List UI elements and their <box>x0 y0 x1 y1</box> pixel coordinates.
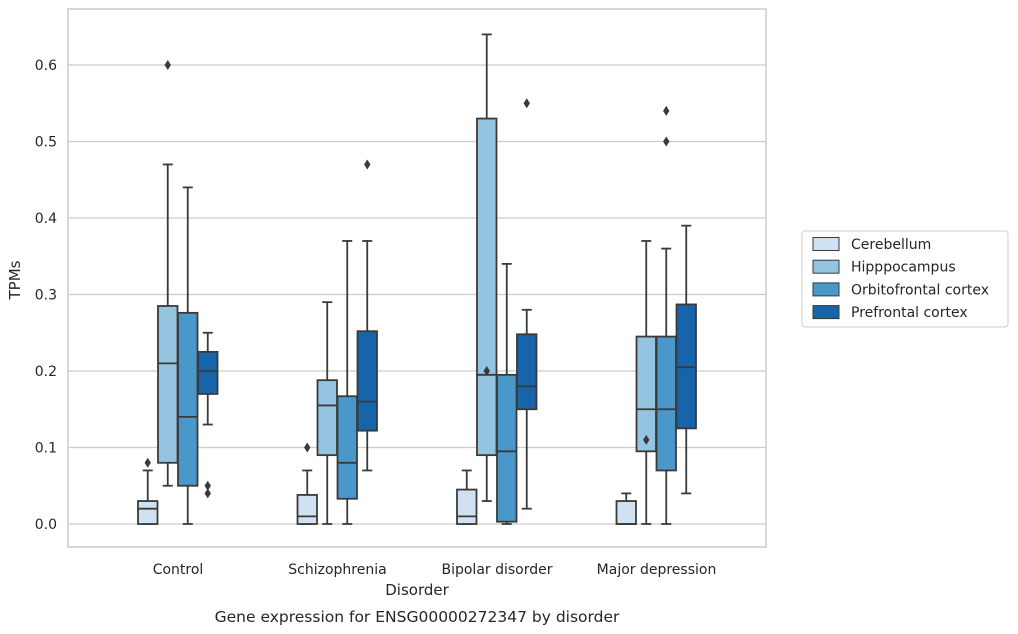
y-tick-label: 0.5 <box>35 135 57 151</box>
box-body <box>496 373 518 523</box>
outlier-point <box>304 442 311 453</box>
x-tick-labels: Control Schizophrenia Bipolar disorder Majo… <box>153 562 717 578</box>
y-tick-label: 0.6 <box>35 58 57 74</box>
box-hipppocampus <box>157 163 179 487</box>
x-tick-label: Bipolar disorder <box>441 562 552 578</box>
box-cerebellum <box>137 469 159 525</box>
box-hipppocampus <box>316 301 338 525</box>
legend-frame <box>801 230 1009 328</box>
x-tick-label: Major depression <box>597 562 717 578</box>
outlier-point <box>204 488 211 499</box>
outlier-point <box>663 105 670 116</box>
box-body <box>316 379 338 457</box>
box-body <box>356 330 378 432</box>
box-prefrontal-cortex <box>197 331 219 426</box>
chart-caption: Gene expression for ENSG00000272347 by d… <box>215 608 620 626</box>
box-body <box>137 500 159 525</box>
box-body <box>635 335 657 453</box>
legend-label: Hipppocampus <box>851 260 956 276</box>
box-body <box>516 333 538 411</box>
box-orbitofrontal-cortex <box>655 247 677 525</box>
legend-swatch <box>812 259 840 274</box>
box-body <box>197 350 219 395</box>
box-orbitofrontal-cortex <box>177 186 199 525</box>
box-prefrontal-cortex <box>356 240 378 472</box>
outlier-point <box>483 366 490 376</box>
x-tick-label: Control <box>153 562 204 578</box>
y-tick-labels: 0.0 0.1 0.2 0.3 0.4 0.5 0.6 <box>35 58 57 533</box>
outlier-point <box>523 98 530 109</box>
y-tick-label: 0.3 <box>35 288 57 304</box>
y-tick-label: 0.2 <box>35 364 57 380</box>
box-cerebellum <box>456 469 478 525</box>
box-hipppocampus <box>635 240 657 525</box>
legend-swatch <box>812 282 840 297</box>
box-cerebellum <box>296 469 318 525</box>
box-body <box>476 117 498 457</box>
box-body <box>336 395 358 500</box>
y-tick-label: 0.4 <box>35 211 57 227</box>
y-tick-label: 0.0 <box>35 517 57 533</box>
legend-swatch <box>812 305 840 320</box>
outlier-point <box>364 159 371 170</box>
x-tick-label: Schizophrenia <box>288 562 386 578</box>
box-prefrontal-cortex <box>675 224 697 495</box>
box-body <box>177 311 199 487</box>
box-prefrontal-cortex <box>516 308 538 510</box>
y-axis-label: TPMs <box>6 260 24 300</box>
legend-label: Prefrontal cortex <box>851 305 968 321</box>
box-cerebellum <box>615 492 637 525</box>
plot-frame <box>67 8 767 548</box>
outlier-point <box>643 434 650 445</box>
outlier-point <box>663 136 670 147</box>
box-body <box>296 494 318 525</box>
box-hipppocampus <box>476 33 498 502</box>
x-axis-label: Disorder <box>385 581 449 599</box>
box-body <box>655 335 677 472</box>
box-orbitofrontal-cortex <box>336 240 358 525</box>
box-body <box>456 488 478 525</box>
box-body <box>157 305 179 464</box>
box-orbitofrontal-cortex <box>496 262 518 525</box>
outlier-point <box>204 480 211 491</box>
outlier-point <box>164 60 171 70</box>
legend-label: Cerebellum <box>851 237 931 253</box>
outlier-point <box>144 457 151 468</box>
legend-label: Orbitofrontal cortex <box>851 282 989 298</box>
y-tick-label: 0.1 <box>35 441 57 457</box>
legend: Cerebellum Hipppocampus Orbitofrontal cort… <box>801 230 1009 328</box>
box-body <box>615 500 637 525</box>
box-series <box>137 33 697 525</box>
outlier-points <box>144 60 670 499</box>
legend-swatch <box>812 237 840 251</box>
